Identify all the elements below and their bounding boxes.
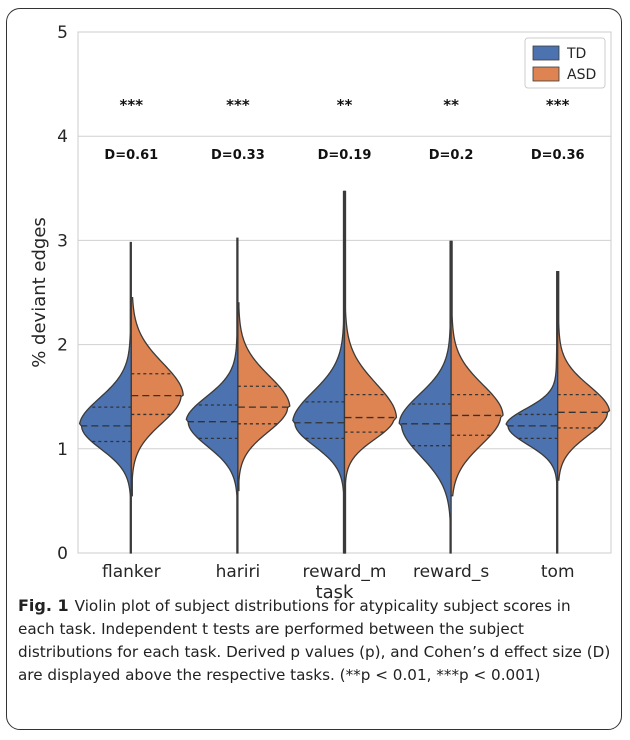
caption-text: Violin plot of subject distributions for… [18,597,611,684]
y-tick-label: 0 [57,544,68,564]
violin-asd-reward_s [450,240,504,497]
y-tick-label: 5 [57,23,68,43]
y-tick-label: 3 [57,231,68,251]
x-axis-label: task [316,582,354,600]
legend-swatch-td [532,45,560,61]
violin-chart: 0 1 2 3 4 5 % deviant edges flanker hariri reward… [29,23,612,600]
y-tick-label: 2 [57,336,68,356]
figure-caption: Fig. 1 Violin plot of subject distributio… [18,594,612,687]
significance-stars: *** [226,96,250,114]
effect-size-label: D=0.61 [104,148,158,163]
violin-td-reward_m [292,190,346,554]
violin-td-flanker [78,241,132,554]
x-tick-label: flanker [102,562,161,582]
effect-size-label: D=0.36 [531,148,585,163]
violin-asd-flanker [130,297,184,497]
significance-stars: ** [443,96,459,114]
y-axis-label: % deviant edges [29,217,50,368]
violin-td-hariri [185,237,239,554]
effect-size-label: D=0.2 [429,148,474,163]
x-tick-label: hariri [216,562,261,582]
violin-td-reward_s [398,240,452,554]
effect-size-label: D=0.19 [318,148,372,163]
legend-label-asd: ASD [567,67,596,83]
significance-stars: ** [337,96,353,114]
violin-asd-reward_m [343,190,398,554]
significance-stars: *** [120,96,144,114]
y-tick-label: 1 [57,440,68,460]
x-tick-label: reward_s [413,562,489,582]
violin-asd-hariri [237,302,291,492]
legend-label-td: TD [566,46,586,62]
y-tick-label: 4 [57,127,68,147]
x-tick-label: tom [541,562,575,582]
effect-size-label: D=0.33 [211,148,265,163]
x-tick-label: reward_m [303,562,387,582]
significance-stars: *** [546,96,570,114]
figure-label: Fig. 1 [18,596,69,615]
violin-td-tom [505,271,559,554]
legend-swatch-asd [532,66,560,82]
legend: TD ASD [524,37,606,89]
